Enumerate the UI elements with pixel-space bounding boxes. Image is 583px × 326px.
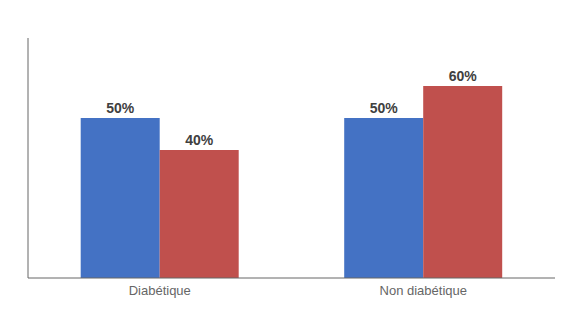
svg-text:50%: 50% [370, 100, 399, 116]
svg-text:50%: 50% [106, 100, 135, 116]
svg-text:60%: 60% [449, 68, 478, 84]
svg-text:Non diabétique: Non diabétique [380, 283, 467, 298]
svg-text:Diabétique: Diabétique [129, 283, 191, 298]
svg-text:40%: 40% [185, 132, 214, 148]
